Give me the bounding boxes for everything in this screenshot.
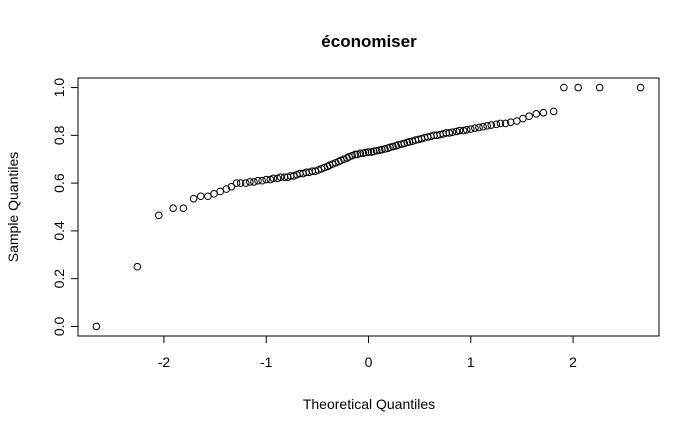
- data-point: [455, 126, 464, 135]
- data-point: [351, 150, 360, 159]
- data-point: [372, 147, 381, 155]
- data-point: [501, 119, 510, 128]
- data-point: [487, 121, 496, 129]
- data-point: [574, 83, 582, 92]
- data-point: [479, 122, 487, 131]
- data-point: [204, 192, 212, 201]
- data-point: [250, 178, 258, 186]
- x-axis-label: Theoretical Quantiles: [303, 396, 435, 412]
- data-point: [179, 204, 188, 212]
- y-tick-label: 0.4: [51, 221, 67, 241]
- data-point: [466, 125, 475, 133]
- x-tick-label: 2: [569, 354, 577, 370]
- y-tick-label: 0.0: [51, 317, 67, 337]
- x-axis: -2 -1 0 1 2: [158, 335, 577, 370]
- data-point: [254, 176, 262, 185]
- data-point: [92, 322, 101, 331]
- y-tick-label: 1.0: [51, 78, 67, 98]
- data-point: [262, 175, 271, 184]
- data-point: [492, 120, 501, 129]
- data-point: [496, 119, 505, 128]
- x-tick-label: 1: [467, 354, 475, 370]
- data-point: [155, 211, 163, 220]
- data-point: [196, 192, 205, 201]
- data-point: [232, 179, 241, 187]
- data-points: [92, 83, 645, 331]
- data-point: [483, 121, 491, 130]
- data-point: [276, 173, 285, 181]
- plot-frame: [77, 77, 660, 337]
- y-tick-label: 0.6: [51, 173, 67, 193]
- data-point: [400, 139, 409, 148]
- data-point: [560, 83, 568, 92]
- data-point: [525, 112, 533, 121]
- data-point: [448, 128, 457, 137]
- y-axis: 0.0 0.2 0.4 0.6 0.8 1.0: [51, 78, 79, 337]
- data-point: [381, 145, 389, 153]
- data-point: [246, 178, 254, 186]
- y-tick-label: 0.2: [51, 269, 67, 289]
- data-point: [519, 114, 527, 123]
- data-point: [636, 83, 645, 92]
- data-point: [241, 179, 250, 187]
- data-point: [210, 190, 218, 198]
- data-point: [471, 124, 479, 132]
- y-tick-label: 0.8: [51, 125, 67, 145]
- data-point: [532, 110, 541, 118]
- data-point: [513, 117, 521, 125]
- y-axis-label: Sample Quantiles: [5, 152, 21, 263]
- data-point: [462, 126, 471, 134]
- data-point: [133, 262, 142, 271]
- data-point: [356, 149, 365, 158]
- chart-title: économiser: [321, 32, 417, 51]
- data-point: [475, 123, 483, 132]
- data-point: [445, 129, 454, 137]
- data-point: [269, 174, 278, 183]
- data-point: [539, 108, 548, 117]
- data-point: [595, 83, 604, 92]
- data-point: [227, 182, 236, 191]
- data-point: [459, 126, 468, 135]
- data-point: [189, 194, 198, 203]
- data-point: [549, 107, 558, 116]
- data-point: [452, 127, 461, 136]
- data-point: [169, 204, 177, 212]
- data-point: [236, 179, 245, 187]
- data-point: [389, 142, 397, 151]
- data-point: [364, 148, 373, 156]
- x-tick-label: 0: [365, 354, 373, 370]
- data-point: [216, 187, 224, 196]
- data-point: [258, 176, 266, 185]
- x-tick-label: -1: [260, 354, 273, 370]
- x-tick-label: -2: [158, 354, 171, 370]
